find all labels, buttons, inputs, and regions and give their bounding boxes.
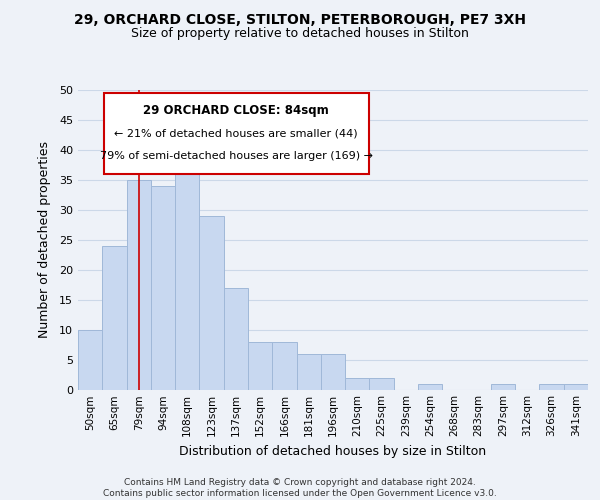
Bar	[539, 384, 564, 390]
Bar	[370, 378, 394, 390]
Bar	[564, 384, 588, 390]
Text: Contains HM Land Registry data © Crown copyright and database right 2024.: Contains HM Land Registry data © Crown c…	[124, 478, 476, 487]
FancyBboxPatch shape	[104, 93, 369, 174]
X-axis label: Distribution of detached houses by size in Stilton: Distribution of detached houses by size …	[179, 444, 487, 458]
Bar	[272, 342, 296, 390]
Bar	[151, 186, 175, 390]
Bar	[224, 288, 248, 390]
Bar	[491, 384, 515, 390]
Bar	[345, 378, 370, 390]
Text: Size of property relative to detached houses in Stilton: Size of property relative to detached ho…	[131, 28, 469, 40]
Bar	[102, 246, 127, 390]
Bar	[175, 162, 199, 390]
Text: Contains public sector information licensed under the Open Government Licence v3: Contains public sector information licen…	[103, 490, 497, 498]
Y-axis label: Number of detached properties: Number of detached properties	[38, 142, 50, 338]
Bar	[296, 354, 321, 390]
Bar	[248, 342, 272, 390]
Bar	[78, 330, 102, 390]
Text: 29, ORCHARD CLOSE, STILTON, PETERBOROUGH, PE7 3XH: 29, ORCHARD CLOSE, STILTON, PETERBOROUGH…	[74, 12, 526, 26]
Bar	[321, 354, 345, 390]
Bar	[127, 180, 151, 390]
Text: ← 21% of detached houses are smaller (44): ← 21% of detached houses are smaller (44…	[114, 128, 358, 138]
Bar	[418, 384, 442, 390]
Bar	[199, 216, 224, 390]
Text: 79% of semi-detached houses are larger (169) →: 79% of semi-detached houses are larger (…	[100, 151, 373, 161]
Text: 29 ORCHARD CLOSE: 84sqm: 29 ORCHARD CLOSE: 84sqm	[143, 104, 329, 118]
